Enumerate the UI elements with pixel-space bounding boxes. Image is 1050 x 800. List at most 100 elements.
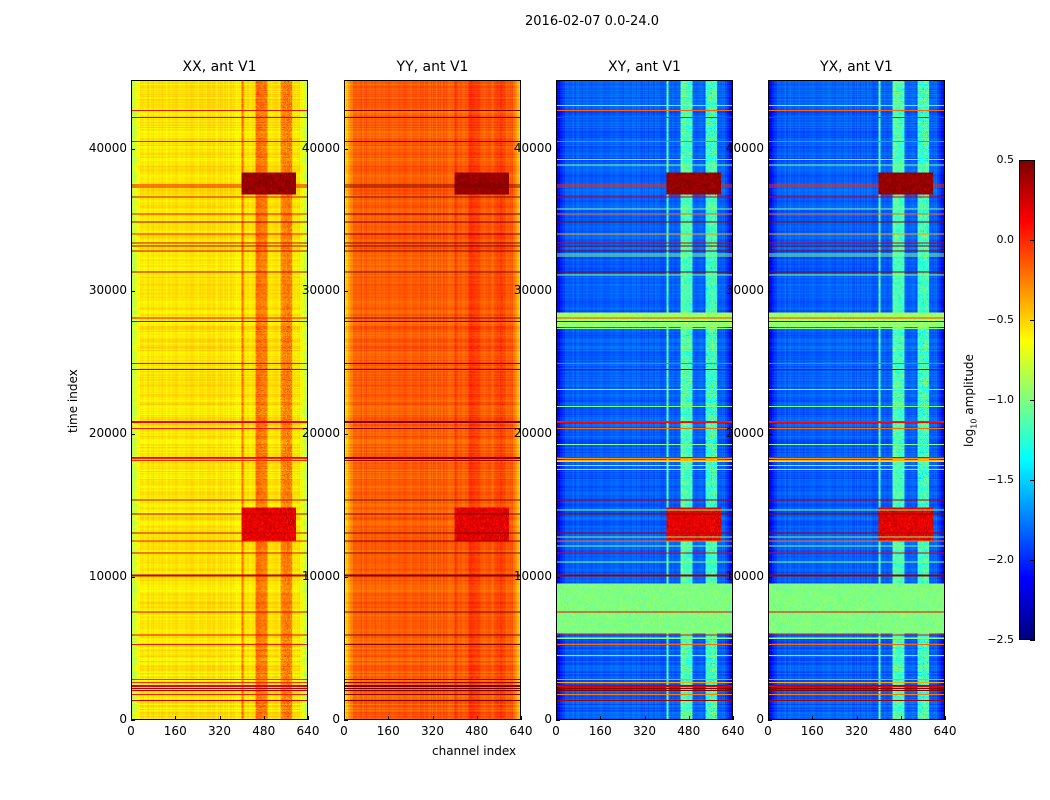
y-tick-mark [131, 720, 135, 721]
y-tick-mark [768, 434, 772, 436]
x-tick-label: 640 [296, 724, 320, 738]
y-tick-mark [344, 148, 348, 150]
y-tick-label: 0 [544, 712, 552, 726]
x-tick-label: 160 [163, 724, 187, 738]
colorbar-tick-mark [1030, 560, 1035, 561]
y-tick-label: 30000 [513, 283, 552, 298]
x-tick-label: 320 [421, 724, 444, 738]
y-axis-label: time index [66, 369, 80, 433]
y-tick-label: 40000 [88, 140, 127, 155]
colorbar-tick-label: −0.5 [987, 313, 1014, 326]
colorbar-tick-label: −2.5 [987, 633, 1014, 646]
colorbar-tick-mark [1030, 480, 1035, 481]
y-tick-mark [768, 577, 772, 579]
x-tick-mark [175, 716, 177, 720]
heatmap-yx [768, 80, 945, 720]
y-tick-label: 0 [119, 712, 127, 726]
colorbar-tick-label: 0.0 [996, 233, 1015, 246]
y-tick-mark [344, 434, 348, 436]
heatmap-xx [131, 80, 308, 720]
x-tick-mark [263, 716, 265, 720]
y-tick-label: 40000 [301, 140, 340, 155]
y-tick-label: 20000 [513, 426, 552, 441]
y-tick-mark [556, 720, 560, 721]
y-tick-mark [768, 720, 772, 721]
x-tick-mark [219, 716, 221, 720]
y-tick-mark [556, 148, 560, 150]
x-tick-mark [344, 716, 345, 720]
x-tick-label: 640 [933, 724, 957, 738]
x-tick-label: 320 [845, 724, 868, 738]
y-tick-label: 20000 [301, 426, 340, 441]
y-tick-mark [131, 148, 135, 150]
panel-title-xx: XX, ant V1 [182, 59, 257, 75]
y-tick-mark [556, 434, 560, 436]
colorbar-tick-label: −1.0 [987, 393, 1014, 406]
y-tick-mark [556, 291, 560, 293]
x-tick-label: 160 [588, 724, 612, 738]
y-tick-label: 30000 [88, 283, 127, 298]
x-tick-label: 640 [509, 724, 533, 738]
y-tick-label: 10000 [725, 569, 764, 584]
x-tick-label: 480 [677, 724, 701, 738]
y-tick-label: 10000 [301, 569, 340, 584]
x-tick-mark [521, 716, 522, 720]
y-tick-mark [556, 577, 560, 579]
x-tick-mark [900, 716, 902, 720]
x-tick-mark [688, 716, 690, 720]
y-tick-label: 10000 [88, 569, 127, 584]
x-tick-label: 480 [465, 724, 489, 738]
x-tick-mark [856, 716, 858, 720]
x-tick-mark [600, 716, 602, 720]
x-tick-label: 480 [252, 724, 276, 738]
panel-title-yy: YY, ant V1 [396, 59, 469, 75]
colorbar-tick-mark [1030, 400, 1035, 401]
x-tick-label: 0 [552, 724, 560, 738]
x-axis-label: channel index [432, 744, 517, 758]
y-tick-label: 20000 [88, 426, 127, 441]
y-tick-mark [344, 720, 348, 721]
x-tick-label: 0 [764, 724, 772, 738]
x-tick-mark [556, 716, 557, 720]
colorbar-tick-label: −1.5 [987, 473, 1014, 486]
y-tick-label: 20000 [725, 426, 764, 441]
x-tick-mark [945, 716, 946, 720]
figure-title: 2016-02-07 0.0-24.0 [525, 14, 659, 29]
y-tick-label: 0 [756, 712, 764, 726]
y-tick-label: 30000 [301, 283, 340, 298]
y-tick-mark [344, 577, 348, 579]
x-tick-label: 0 [340, 724, 348, 738]
y-tick-label: 10000 [513, 569, 552, 584]
x-tick-mark [733, 716, 734, 720]
colorbar-tick-label: 0.5 [996, 153, 1015, 166]
panel-title-xy: XY, ant V1 [608, 59, 681, 75]
x-tick-label: 0 [127, 724, 135, 738]
colorbar-tick-mark [1030, 640, 1035, 641]
y-tick-mark [131, 291, 135, 293]
colorbar-tick-label: −2.0 [987, 553, 1014, 566]
y-tick-label: 30000 [725, 283, 764, 298]
y-tick-mark [768, 291, 772, 293]
x-tick-mark [812, 716, 814, 720]
y-tick-mark [131, 577, 135, 579]
colorbar-tick-mark [1030, 320, 1035, 321]
y-tick-mark [131, 434, 135, 436]
colorbar-tick-mark [1030, 160, 1035, 161]
x-tick-mark [131, 716, 132, 720]
x-tick-label: 480 [889, 724, 913, 738]
x-tick-label: 160 [376, 724, 400, 738]
x-tick-mark [476, 716, 478, 720]
y-tick-label: 40000 [725, 140, 764, 155]
y-tick-label: 40000 [513, 140, 552, 155]
heatmap-yy [344, 80, 521, 720]
x-tick-mark [768, 716, 769, 720]
x-tick-label: 320 [633, 724, 656, 738]
colorbar-tick-mark [1030, 240, 1035, 241]
x-tick-mark [644, 716, 646, 720]
y-tick-mark [344, 291, 348, 293]
x-tick-mark [388, 716, 390, 720]
x-tick-label: 160 [800, 724, 824, 738]
y-tick-label: 0 [332, 712, 340, 726]
panel-title-yx: YX, ant V1 [820, 59, 893, 75]
